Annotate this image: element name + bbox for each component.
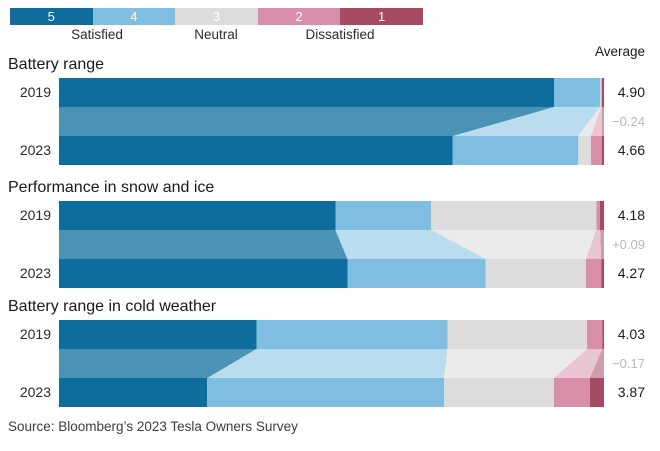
average-value-2023: 3.87 (617, 384, 645, 400)
chart-row-group: 2019 2023 4.18 +0.09 4.27 (0, 201, 660, 288)
bar-2023-segment-4 (452, 136, 578, 165)
section-title: Battery range in cold weather (8, 298, 217, 315)
flow-connector-segment-4 (335, 230, 486, 259)
year-label-2019: 2019 (19, 326, 51, 342)
flow-connector-segment-1 (601, 107, 604, 136)
bar-2023-segment-2 (586, 259, 602, 288)
flow-connector-segment-3 (443, 349, 588, 378)
bar-2019-segment-2 (596, 201, 601, 230)
legend-box-5-label: 5 (47, 9, 55, 24)
chart-row-group: 2019 2023 4.03 −0.17 3.87 (0, 320, 660, 407)
legend-scale: 5 4 3 2 1 (10, 8, 423, 25)
year-label-2019: 2019 (19, 84, 51, 100)
flow-connector-segment-4 (452, 107, 601, 136)
flow-connector-segment-5 (59, 230, 348, 259)
bar-2019-segment-5 (59, 201, 336, 230)
bar-2019-segment-5 (59, 320, 257, 349)
stacked-bar-svg (59, 320, 604, 407)
bar-2019-segment-3 (447, 320, 588, 349)
bar-2023-segment-1 (601, 136, 604, 165)
legend-box-4-label: 4 (130, 9, 138, 24)
flow-connector-segment-4 (207, 349, 448, 378)
legend: 5 4 3 2 1 Satisfied Neutral Dissatisfied (10, 8, 423, 43)
change-value: −0.17 (612, 356, 645, 371)
bar-2019-segment-1 (602, 320, 604, 349)
average-column-header: Average (594, 44, 645, 59)
chart-row-group: 2019 2023 4.90 −0.24 4.66 (0, 78, 660, 165)
bar-2023-segment-3 (443, 378, 554, 407)
change-value: −0.24 (612, 114, 645, 129)
bar-2019-segment-5 (59, 78, 554, 107)
flow-connector-segment-5 (59, 107, 554, 136)
legend-box-2: 2 (257, 8, 341, 25)
year-label-2023: 2023 (19, 265, 51, 281)
bar-2019-segment-4 (335, 201, 432, 230)
legend-label-dissatisfied: Dissatisfied (305, 27, 375, 42)
average-value-2023: 4.27 (617, 265, 645, 281)
legend-label-neutral: Neutral (194, 27, 238, 42)
flow-connector-segment-2 (553, 349, 603, 378)
bar-2023-segment-4 (347, 259, 486, 288)
legend-box-3-label: 3 (212, 9, 221, 24)
bar-2023-segment-5 (59, 378, 208, 407)
section-battery-range: Battery range 2019 2023 4.90 −0.24 4.66 (0, 55, 660, 165)
bar-2023-segment-2 (590, 136, 602, 165)
bar-2019-segment-2 (587, 320, 603, 349)
legend-box-3: 3 (175, 8, 258, 25)
section-battery-range-cold: Battery range in cold weather 2019 2023 … (0, 297, 660, 407)
flow-connector-segment-5 (59, 349, 257, 378)
section-title: Battery range (8, 56, 105, 73)
bar-2019-segment-1 (600, 201, 604, 230)
bar-2019-segment-4 (256, 320, 448, 349)
bar-2023-segment-3 (485, 259, 587, 288)
average-value-2019: 4.18 (617, 207, 645, 223)
average-value-2019: 4.90 (617, 84, 645, 100)
year-label-2023: 2023 (19, 142, 51, 158)
flow-connector-segment-1 (600, 230, 604, 259)
legend-box-5: 5 (10, 8, 93, 25)
section-title: Performance in snow and ice (8, 179, 215, 196)
year-label-2023: 2023 (19, 384, 51, 400)
year-label-2019: 2019 (19, 207, 51, 223)
bar-2019-segment-2 (601, 78, 602, 107)
legend-label-satisfied: Satisfied (71, 27, 123, 42)
legend-group-labels: Satisfied Neutral Dissatisfied (10, 26, 423, 43)
bar-2019-segment-3 (431, 201, 597, 230)
average-value-2023: 4.66 (617, 142, 645, 158)
change-value: +0.09 (612, 237, 645, 252)
average-value-2019: 4.03 (617, 326, 645, 342)
bar-2019-segment-1 (601, 78, 604, 107)
bar-2023-segment-1 (601, 259, 604, 288)
flow-connector-segment-2 (590, 107, 602, 136)
bar-2023-segment-5 (59, 259, 348, 288)
legend-box-2-label: 2 (295, 9, 303, 24)
flow-connector-segment-2 (586, 230, 602, 259)
bar-2023-segment-4 (207, 378, 444, 407)
flow-connector-segment-1 (589, 349, 604, 378)
bar-2019-segment-3 (600, 78, 602, 107)
bar-2023-segment-3 (577, 136, 591, 165)
bar-2023-segment-5 (59, 136, 453, 165)
bar-2023-segment-1 (589, 378, 604, 407)
section-performance-snow-ice: Performance in snow and ice 2019 2023 4.… (0, 178, 660, 288)
legend-box-4: 4 (92, 8, 176, 25)
source-note: Source: Bloomberg’s 2023 Tesla Owners Su… (8, 419, 298, 434)
bar-2019-segment-4 (553, 78, 601, 107)
flow-connector-segment-3 (431, 230, 597, 259)
bar-2023-segment-2 (553, 378, 590, 407)
legend-box-1: 1 (340, 8, 423, 25)
legend-box-1-label: 1 (378, 9, 386, 24)
stacked-bar-svg (59, 78, 604, 165)
stacked-bar-svg (59, 201, 604, 288)
flow-connector-segment-3 (577, 107, 602, 136)
